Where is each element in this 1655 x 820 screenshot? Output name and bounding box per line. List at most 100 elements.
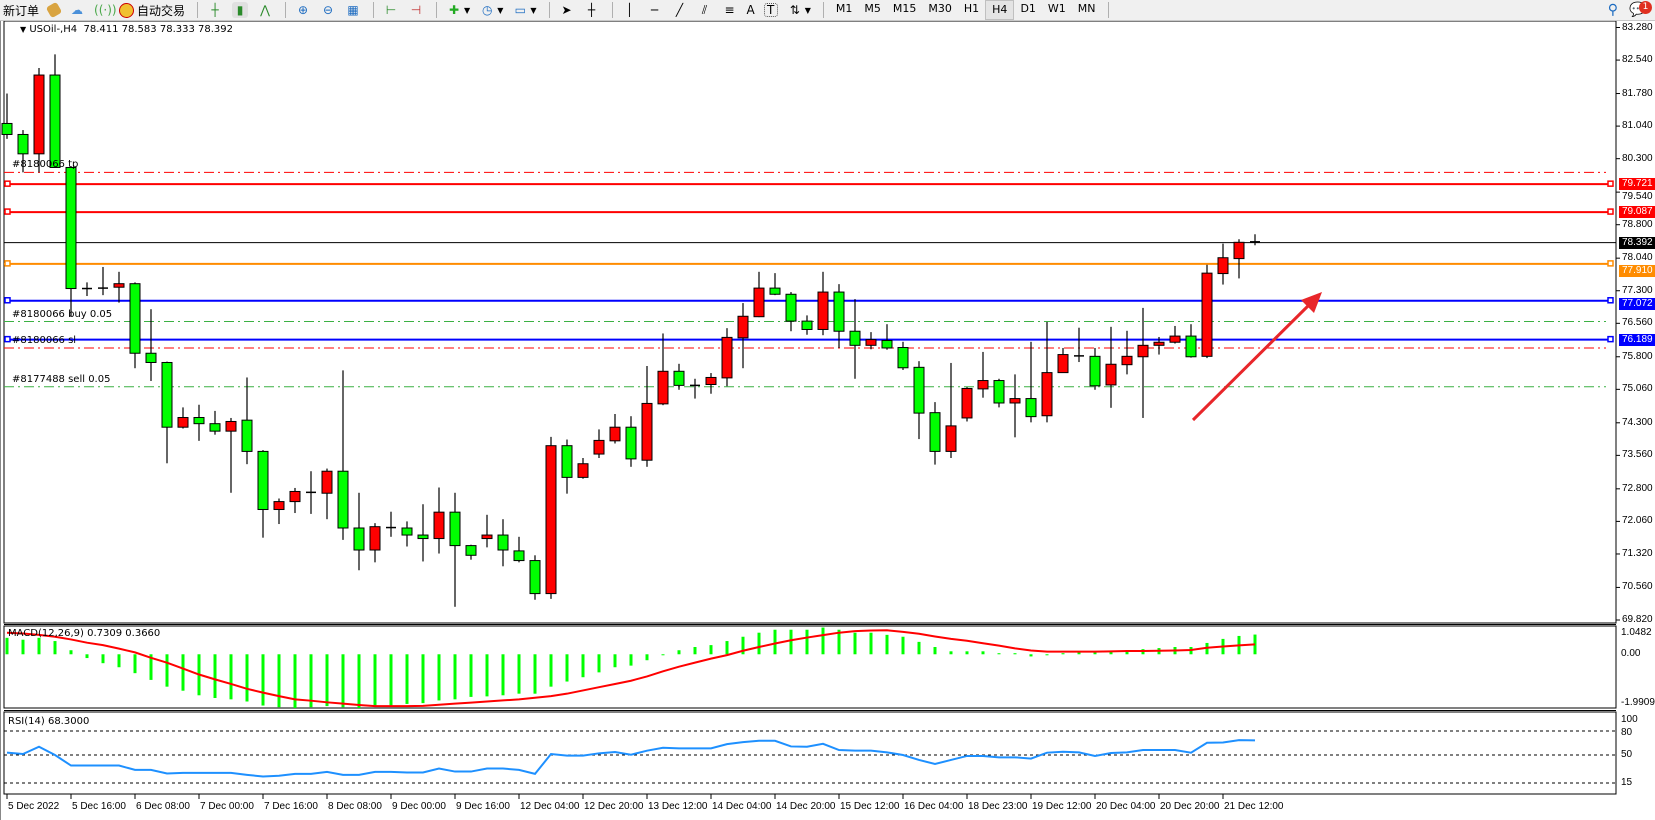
timeframe-m15[interactable]: M15 — [892, 2, 917, 15]
candle — [1153, 336, 1165, 355]
candle — [1105, 326, 1117, 408]
indicators-button[interactable]: ✚ ▼ — [449, 3, 471, 17]
macd-histogram-bar — [917, 641, 921, 655]
candle-body — [705, 376, 717, 385]
macd-histogram-bar — [773, 629, 777, 655]
level-handle-icon — [1607, 297, 1614, 304]
chart-window[interactable] — [0, 21, 1655, 820]
candle — [353, 492, 365, 571]
timeframe-w1[interactable]: W1 — [1047, 2, 1066, 15]
vertical-line-icon[interactable]: │ — [625, 3, 634, 17]
candle — [209, 410, 221, 435]
candle-body — [337, 470, 349, 529]
candle — [1025, 341, 1037, 423]
auto-scroll-icon[interactable]: ⊣ — [410, 3, 422, 17]
candle — [577, 458, 589, 479]
cloud-icon[interactable]: ☁ — [71, 3, 84, 17]
text-label-icon[interactable]: T — [761, 1, 781, 19]
candle-body — [161, 361, 173, 428]
timeframe-m1[interactable]: M1 — [835, 2, 853, 15]
level-handle-icon — [4, 335, 11, 343]
candle-body — [209, 423, 221, 432]
candlestick-chart-icon[interactable]: ▮ — [229, 1, 251, 19]
zoom-in-icon[interactable]: ⊕ — [298, 3, 309, 17]
red-arrow-head-icon — [1301, 292, 1322, 313]
candle — [1009, 374, 1021, 438]
line-chart-icon[interactable]: ⋀ — [260, 3, 270, 17]
candle-body — [193, 417, 205, 425]
market-watch-icon[interactable] — [45, 1, 63, 19]
candle-body — [721, 336, 733, 379]
macd-histogram-bar — [37, 637, 41, 655]
macd-histogram-bar — [5, 637, 9, 655]
timeframe-m30[interactable]: M30 — [928, 2, 952, 15]
timeframe-mn[interactable]: MN — [1077, 2, 1096, 15]
auto-trade-label: 自动交易 — [137, 3, 186, 18]
bar-chart-icon[interactable]: ┼ — [211, 3, 219, 17]
macd-histogram-bar — [837, 629, 841, 655]
candle-body — [529, 560, 541, 595]
templates-button[interactable]: ▭ ▼ — [514, 3, 537, 17]
candle — [513, 536, 525, 563]
candle-body — [129, 283, 141, 354]
macd-histogram-bar — [501, 654, 505, 696]
candle — [401, 521, 413, 547]
timeframe-m5[interactable]: M5 — [864, 2, 881, 15]
equidistant-channel-icon[interactable]: ⫽ — [701, 3, 708, 17]
timeframe-h1[interactable]: H1 — [963, 2, 980, 15]
cursor-icon[interactable]: ➤ — [561, 3, 572, 17]
macd-histogram-bar — [485, 654, 489, 697]
candle — [673, 363, 685, 390]
candle — [449, 492, 461, 607]
toolbar-separator — [822, 2, 824, 18]
macd-histogram-bar — [885, 634, 889, 655]
text-tool-button[interactable]: A — [746, 3, 755, 17]
periods-button[interactable]: ◷ ▼ — [481, 3, 504, 17]
candle — [849, 299, 861, 379]
candle-body — [737, 315, 749, 339]
candle — [33, 67, 45, 173]
level-handle-icon — [4, 297, 11, 304]
horizontal-line-icon[interactable]: ─ — [650, 3, 659, 17]
macd-histogram-bar — [1029, 654, 1033, 657]
fibonacci-icon[interactable]: ≡ — [724, 3, 735, 17]
candle — [417, 504, 429, 562]
candle-body — [801, 320, 813, 330]
candle-body — [1137, 344, 1149, 358]
macd-histogram-bar — [357, 654, 361, 708]
timeframe-d1[interactable]: D1 — [1020, 2, 1036, 15]
arrows-button[interactable]: ⇅ ▼ — [789, 3, 811, 17]
candle — [801, 315, 813, 335]
notifications-button[interactable]: 💬 1 — [1624, 1, 1652, 19]
search-icon[interactable]: ⚲ — [1607, 2, 1618, 18]
crosshair-icon[interactable]: ┼ — [587, 3, 596, 17]
tile-windows-icon[interactable]: ▦ — [347, 3, 359, 17]
new-order-button[interactable]: 新订单 — [3, 3, 40, 18]
macd-histogram-bar — [389, 654, 393, 707]
macd-histogram-bar — [133, 654, 137, 674]
candle-body — [961, 387, 973, 419]
candle — [657, 333, 669, 406]
notification-badge: 1 — [1639, 1, 1652, 14]
candle-body — [1201, 272, 1213, 357]
candle — [241, 377, 253, 465]
candle — [369, 523, 381, 563]
signal-icon[interactable]: ((·)) — [94, 3, 117, 17]
chart-shift-icon[interactable]: ⊢ — [385, 3, 397, 17]
timeframe-h4[interactable]: H4 — [985, 0, 1015, 20]
chart-canvas[interactable] — [0, 21, 1655, 820]
toolbar-separator — [373, 2, 375, 18]
candle — [465, 544, 477, 560]
macd-histogram-bar — [677, 650, 681, 655]
trendline-icon[interactable]: ╱ — [675, 3, 684, 17]
macd-histogram-bar — [645, 654, 649, 661]
macd-histogram-bar — [805, 629, 809, 655]
candle — [561, 439, 573, 494]
candle-body — [113, 283, 125, 288]
auto-trade-icon — [119, 2, 135, 18]
zoom-out-icon[interactable]: ⊖ — [323, 3, 334, 17]
candle-body — [449, 511, 461, 547]
auto-trade-button[interactable]: 自动交易 — [116, 1, 188, 19]
candle — [289, 487, 301, 514]
candle-body — [849, 330, 861, 346]
